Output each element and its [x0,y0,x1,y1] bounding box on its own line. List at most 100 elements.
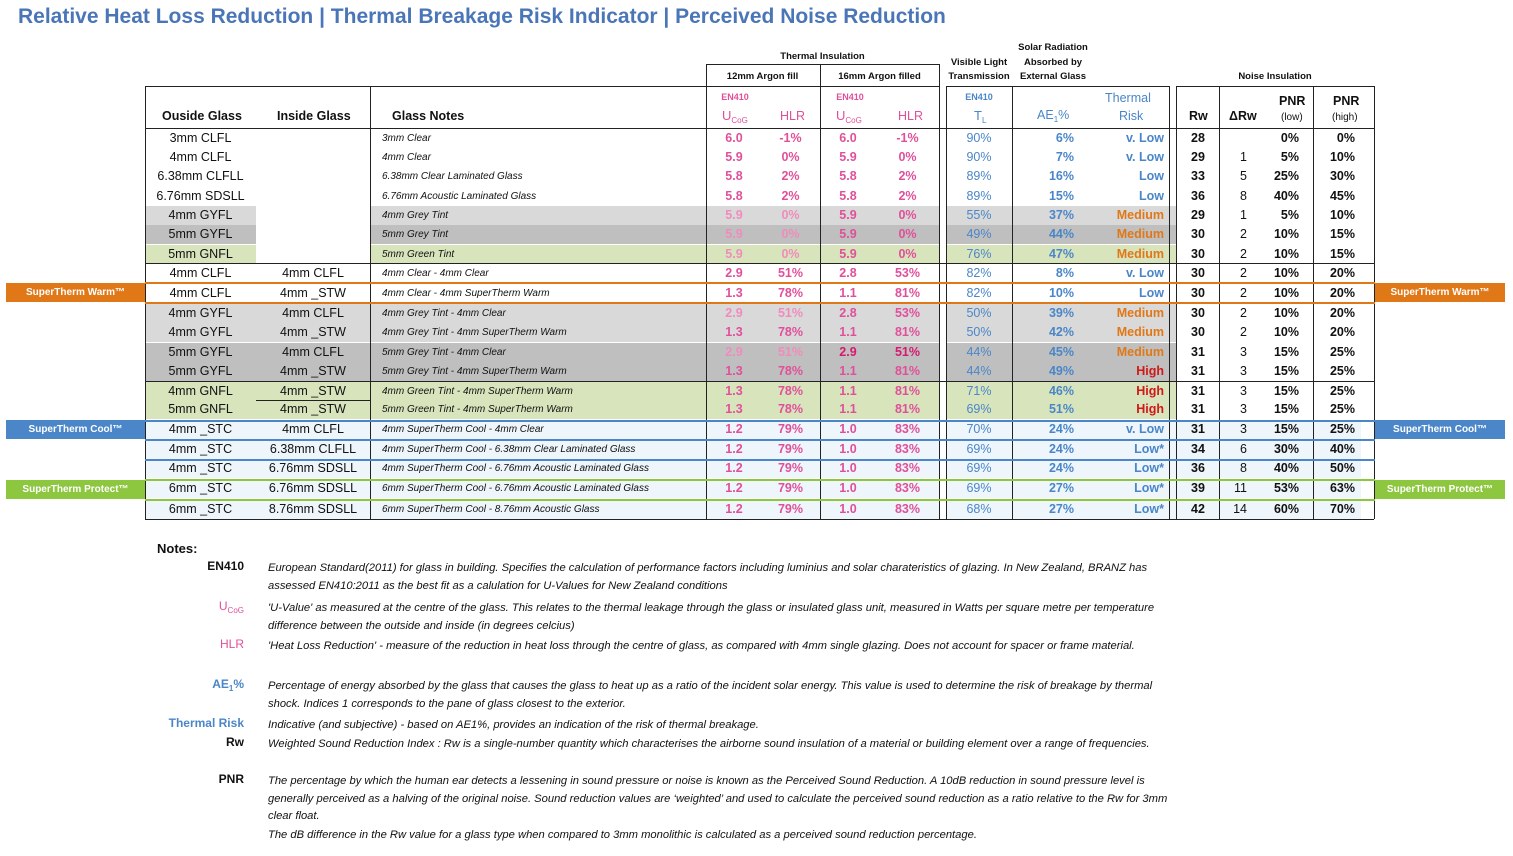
cell-hlr16: -1% [896,131,919,145]
cell-u16: 1.0 [839,502,857,516]
cell-u16: 6.0 [839,131,857,145]
cell-u12: 1.2 [725,422,743,436]
cell-hlr16: 0% [898,247,917,261]
cell-hlr16: 53% [894,306,921,320]
cell-drw [1220,129,1253,148]
cell-note: 4mm Clear - 4mm Clear [382,268,489,279]
cell-rw: 30 [1191,325,1205,339]
cell-u12: 5.9 [725,208,743,222]
table-row: 6mm _STC 8.76mm SDSLL 6mm SuperTherm Cool … [145,500,1375,519]
col-pnr-low: PNR [1279,94,1306,108]
table-row: 4mm CLFL 4mm Clear 5.9 0% 5.9 0% 90% 7% v. Low 29… [145,148,1375,167]
cell-pnr-low: 53% [1273,481,1299,495]
band-separator [145,420,1375,422]
cell-pnr-high: 50% [1329,461,1355,475]
cell-pnr-high: 15% [1329,227,1355,241]
cell-outside: 5mm GNFL [168,247,233,261]
cell-note: 5mm Grey Tint [382,229,449,240]
table-row: 4mm _STC 6.38mm CLFLL 4mm SuperTherm Cool … [145,440,1375,459]
cell-inside: 4mm _STW [280,364,346,378]
cell-tl: 50% [966,325,992,339]
cell-drw: 2 [1240,247,1247,261]
cell-u12: 5.9 [725,150,743,164]
cell-hlr12: 0% [781,247,800,261]
cell-pnr-low: 15% [1273,402,1299,416]
cell-hlr16: 83% [894,481,921,495]
noise-insulation-header: Noise Insulation [1238,71,1312,82]
cell-hlr12: 78% [777,384,804,398]
cell-pnr-low: 5% [1280,208,1299,222]
cell-u12: 5.9 [725,247,743,261]
cell-risk: Low* [1134,481,1164,495]
cell-hlr12: 78% [777,364,804,378]
cell-u12: 5.9 [725,227,743,241]
cell-u12: 1.3 [725,402,743,416]
cell-rw: 31 [1191,345,1205,359]
col-tl: TL [974,108,987,125]
cell-tl: 70% [966,422,992,436]
cell-outside: 6.38mm CLFLL [157,169,244,183]
cell-outside: 3mm CLFL [169,131,232,145]
cell-risk: Medium [1116,247,1164,261]
cell-inside: 6.76mm SDSLL [268,461,358,475]
grid-line [145,381,1374,382]
col-ae: AE1% [1037,108,1070,124]
cell-pnr-high: 25% [1329,422,1355,436]
cell-pnr-high: 40% [1329,442,1355,456]
cell-tl: 76% [966,247,992,261]
cell-u16: 1.0 [839,442,857,456]
col-hlr-12: HLR [780,109,806,123]
cell-ae: 27% [1048,502,1074,516]
cell-hlr12: 51% [777,345,804,359]
cell-pnr-high: 30% [1329,169,1355,183]
cell-rw: 34 [1191,442,1205,456]
cell-risk: Low* [1134,502,1164,516]
table-row: 4mm GNFL 4mm _STW 4mm Green Tint - 4mm Sup… [145,382,1375,401]
cell-inside [256,206,370,225]
vlt-header-line1: Visible Light [950,57,1008,68]
page-title: Relative Heat Loss Reduction | Thermal B… [18,5,946,28]
cell-drw: 3 [1240,345,1247,359]
cell-pnr-low: 10% [1273,227,1299,241]
note-text: 'U-Value' as measured at the centre of t… [268,602,1155,632]
cell-u16: 5.9 [839,150,857,164]
cell-pnr-high: 20% [1329,325,1355,339]
cell-inside: 6.76mm SDSLL [268,481,358,495]
cell-u16: 5.9 [839,227,857,241]
cell-risk: Low [1139,286,1164,300]
cell-risk: Low [1139,189,1164,203]
cell-u16: 5.8 [839,189,857,203]
note-text: Weighted Sound Reduction Index : Rw is a… [268,738,1150,750]
cell-hlr12: 2% [781,189,800,203]
table-row: 5mm GNFL 5mm Green Tint 5.9 0% 5.9 0% 76% 47% Me… [145,245,1375,264]
note-key: EN410 [207,559,244,573]
cell-u12: 1.3 [725,364,743,378]
cell-drw: 2 [1240,306,1247,320]
cell-hlr16: 83% [894,502,921,516]
cell-drw: 6 [1240,442,1247,456]
argon-16-header: 16mm Argon filled [838,71,921,82]
col-thermal-risk-2: Risk [1119,109,1144,123]
cell-tl: 44% [966,345,992,359]
table-row: 3mm CLFL 3mm Clear 6.0 -1% 6.0 -1% 90% 6% v. Low… [145,129,1375,148]
cell-risk: Medium [1116,227,1164,241]
cell-pnr-low: 15% [1273,345,1299,359]
col-inside-glass: Inside Glass [277,109,351,123]
cell-note: 4mm Grey Tint - 4mm Clear [382,308,506,319]
cell-drw: 8 [1240,189,1247,203]
cell-note: 6.76mm Acoustic Laminated Glass [382,191,537,202]
cell-pnr-low: 30% [1273,442,1299,456]
cell-inside: 4mm _STW [280,384,346,398]
cell-tl: 69% [966,442,992,456]
table-row: 5mm GYFL 5mm Grey Tint 5.9 0% 5.9 0% 49% 44% Med… [145,225,1375,244]
cell-inside [256,187,370,206]
table-row: 4mm GYFL 4mm _STW 4mm Grey Tint - 4mm Supe… [145,323,1375,342]
cell-tl: 71% [966,384,992,398]
cell-ae: 6% [1055,131,1074,145]
cell-u12: 6.0 [725,131,743,145]
cell-inside: 4mm CLFL [282,345,344,359]
cell-outside: 4mm CLFL [169,266,232,280]
cell-hlr16: 81% [894,384,921,398]
cell-note: 4mm SuperTherm Cool - 6.76mm Acoustic La… [382,463,649,474]
cell-risk: Medium [1116,325,1164,339]
